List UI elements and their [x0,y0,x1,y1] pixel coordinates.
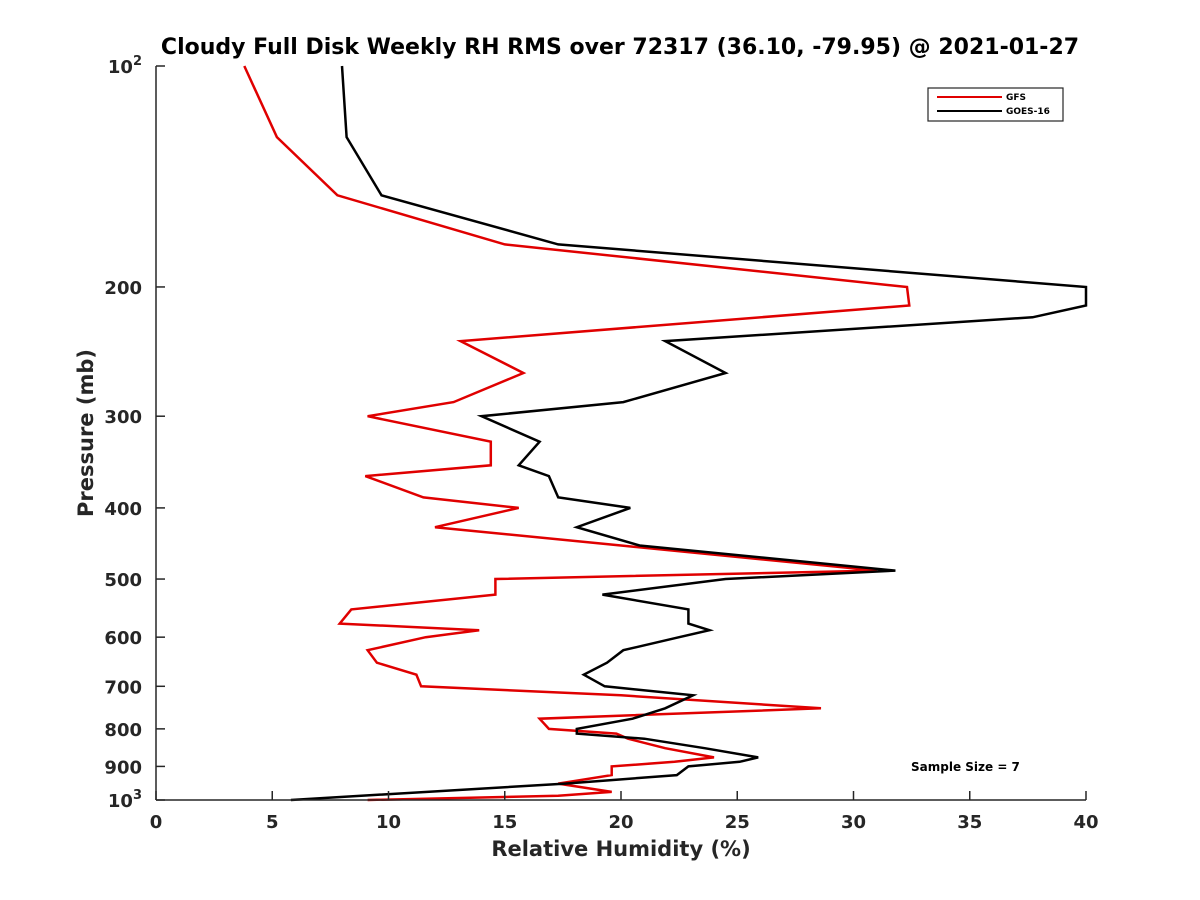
x-tick-label: 15 [492,812,517,833]
x-tick-label: 0 [150,812,163,833]
x-tick-label: 40 [1073,812,1098,833]
y-tick-label: 700 [104,677,142,698]
series-layer [243,65,1088,802]
x-tick-label: 10 [376,812,401,833]
y-tick-label: 900 [104,757,142,778]
y-axis-label: Pressure (mb) [74,349,98,517]
x-axis-label: Relative Humidity (%) [491,837,750,861]
x-tick-label: 25 [725,812,750,833]
legend-label-goes16: GOES-16 [1006,107,1050,117]
y-tick-label: 600 [104,628,142,649]
chart-title: Cloudy Full Disk Weekly RH RMS over 7231… [161,35,1079,60]
x-tick-label: 5 [266,812,279,833]
y-ticks: 102 200 300 400 500 600 700 800 900 103 [104,54,165,812]
y-tick-label: 103 [108,788,142,812]
axes [155,66,1086,801]
x-tick-label: 35 [957,812,982,833]
y-tick-label: 800 [104,720,142,741]
y-tick-label: 300 [104,407,142,428]
y-tick-label: 102 [108,54,142,78]
sample-size-annotation: Sample Size = 7 [911,760,1020,774]
x-tick-label: 30 [841,812,866,833]
legend: GFS GOES-16 [927,87,1064,122]
legend-box [927,87,1064,122]
series-line-goes-16 [290,65,1088,802]
y-tick-label: 200 [104,278,142,299]
legend-label-gfs: GFS [1006,93,1026,103]
x-ticks: 0 5 10 15 20 25 30 35 40 [150,791,1099,833]
x-tick-label: 20 [608,812,633,833]
y-tick-label: 400 [104,499,142,520]
y-tick-label: 500 [104,570,142,591]
series-line-gfs [243,65,911,802]
